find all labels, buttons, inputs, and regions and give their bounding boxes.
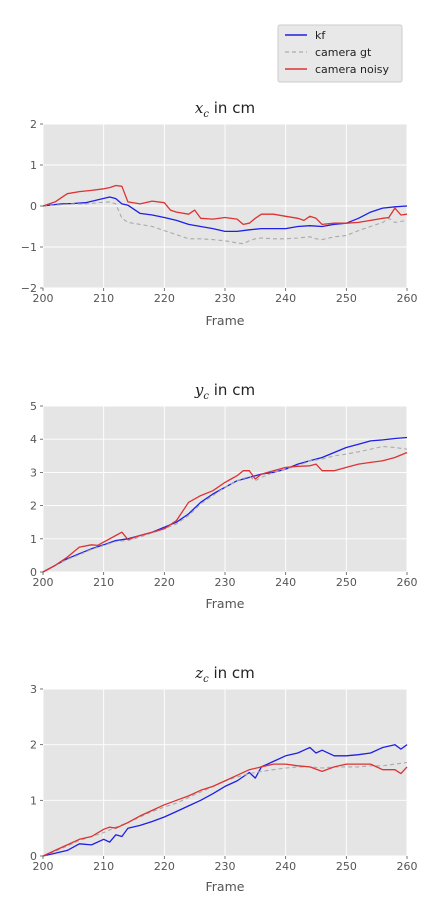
y-tick-label: −2 (21, 282, 37, 295)
x-tick-label: 260 (397, 292, 418, 305)
chart-title: xc in cm (195, 99, 255, 120)
x-tick-label: 220 (154, 292, 175, 305)
y-tick-label: 4 (30, 433, 37, 446)
y-tick-label: 0 (30, 200, 37, 213)
y-tick-label: 0 (30, 566, 37, 579)
y-tick-label: 0 (30, 850, 37, 863)
x-tick-label: 200 (33, 860, 54, 873)
chart-title: zc in cm (194, 664, 255, 685)
series-line-gt (42, 201, 408, 245)
x-tick-label: 230 (215, 860, 236, 873)
series-line-noisy (42, 763, 408, 857)
y-tick-label: 2 (30, 500, 37, 513)
x-tick-label: 200 (33, 576, 54, 589)
y-tick-label: 1 (30, 159, 37, 172)
legend: kf camera gt camera noisy (277, 24, 403, 83)
y-tick-label: 3 (30, 466, 37, 479)
series-line-gt (42, 445, 408, 573)
y-tick-label: 2 (30, 739, 37, 752)
y-tick-label: 2 (30, 118, 37, 131)
y-tick-label: 1 (30, 533, 37, 546)
x-axis-label: Frame (206, 313, 245, 328)
x-tick-label: 250 (336, 860, 357, 873)
x-tick-label: 250 (336, 576, 357, 589)
x-tick-label: 250 (336, 292, 357, 305)
x-tick-label: 240 (275, 576, 296, 589)
chart-title: yc in cm (194, 381, 255, 402)
x-tick-label: 230 (215, 576, 236, 589)
legend-label-kf: kf (315, 29, 326, 42)
x-axis-label: Frame (206, 596, 245, 611)
x-axis-label: Frame (206, 879, 245, 894)
x-tick-label: 260 (397, 576, 418, 589)
x-tick-label: 210 (93, 292, 114, 305)
x-tick-label: 230 (215, 292, 236, 305)
chart-xc: 200 210 220 230 240 250 260 −2 −1 0 1 2 Frame xc in c… (21, 99, 418, 328)
x-tick-label: 240 (275, 860, 296, 873)
series-line-noisy (42, 451, 408, 573)
x-tick-label: 240 (275, 292, 296, 305)
chart-yc: 200 210 220 230 240 250 260 0 1 2 3 4 5 Frame yc in cm (30, 381, 418, 611)
x-tick-label: 210 (93, 576, 114, 589)
x-tick-label: 200 (33, 292, 54, 305)
x-tick-label: 210 (93, 860, 114, 873)
y-tick-label: 1 (30, 794, 37, 807)
x-tick-label: 260 (397, 860, 418, 873)
legend-label-gt: camera gt (315, 46, 372, 59)
y-tick-label: −1 (21, 241, 37, 254)
chart-zc: 200 210 220 230 240 250 260 0 1 2 3 Frame zc in cm (30, 664, 418, 894)
x-tick-label: 220 (154, 860, 175, 873)
y-tick-label: 5 (30, 400, 37, 413)
series-line-noisy (42, 184, 408, 226)
y-tick-label: 3 (30, 683, 37, 696)
x-tick-label: 220 (154, 576, 175, 589)
series-line-kf (42, 744, 408, 857)
legend-label-noisy: camera noisy (315, 63, 390, 76)
